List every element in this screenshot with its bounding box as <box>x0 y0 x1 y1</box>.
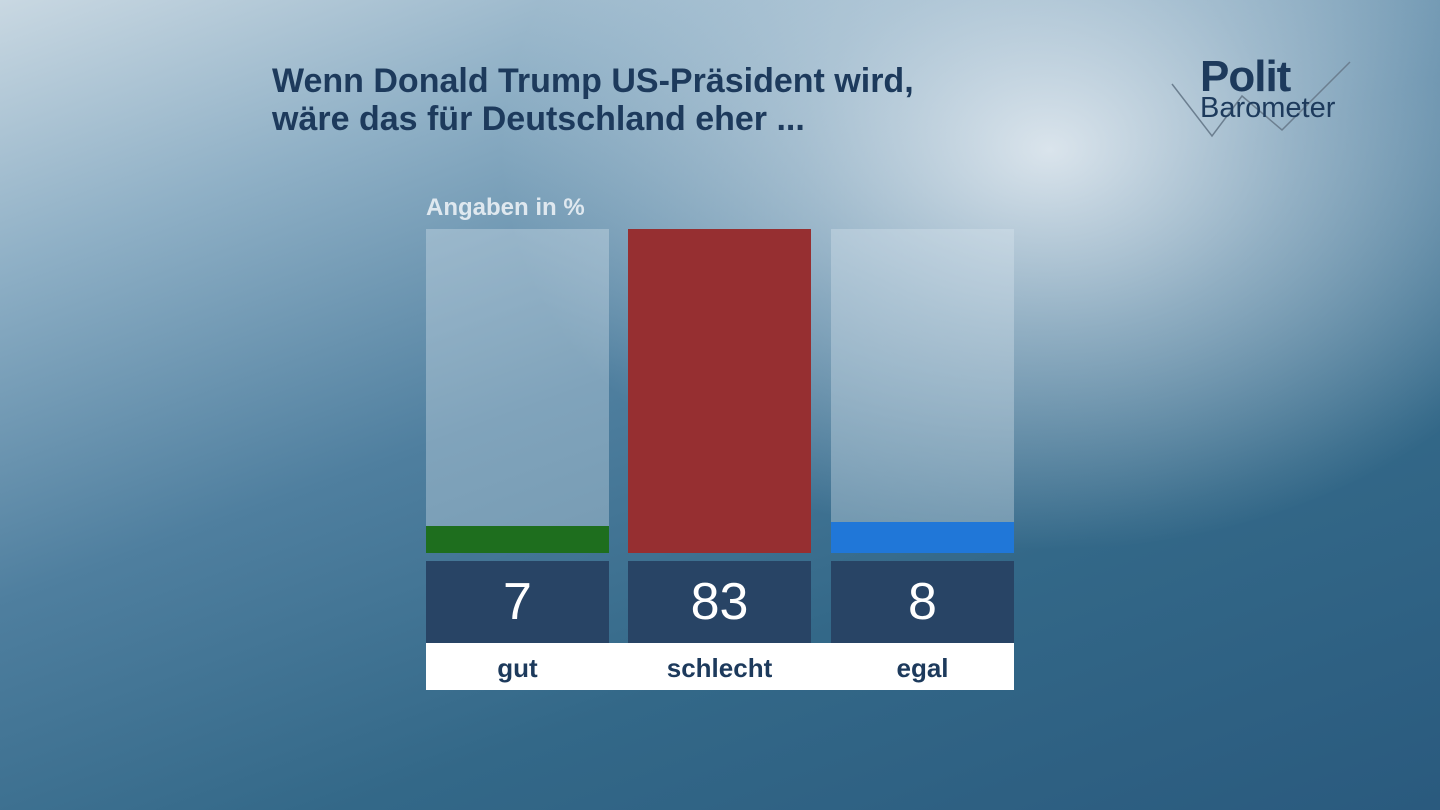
logo-barometer: Barometer <box>1200 92 1336 124</box>
bar-track <box>426 229 609 553</box>
value-label: 8 <box>831 561 1014 643</box>
title-line-2: wäre das für Deutschland eher ... <box>272 100 805 138</box>
category-label: gut <box>426 643 609 690</box>
chart-title: Wenn Donald Trump US-Präsident wird, wär… <box>272 62 914 138</box>
value-label: 83 <box>628 561 811 643</box>
bar-track <box>831 229 1014 553</box>
unit-label: Angaben in % <box>426 194 585 221</box>
bar-schlecht <box>628 229 811 553</box>
politbarometer-logo: Polit Barometer <box>1170 52 1360 142</box>
logo-polit: Polit <box>1200 52 1291 101</box>
bar-gut <box>426 525 609 553</box>
value-label: 7 <box>426 561 609 643</box>
checkmark-logo-graphic <box>1171 61 1351 138</box>
category-label: egal <box>831 643 1014 690</box>
title-line-1: Wenn Donald Trump US-Präsident wird, <box>272 62 914 100</box>
category-label: schlecht <box>628 643 811 690</box>
bar-egal <box>831 521 1014 553</box>
